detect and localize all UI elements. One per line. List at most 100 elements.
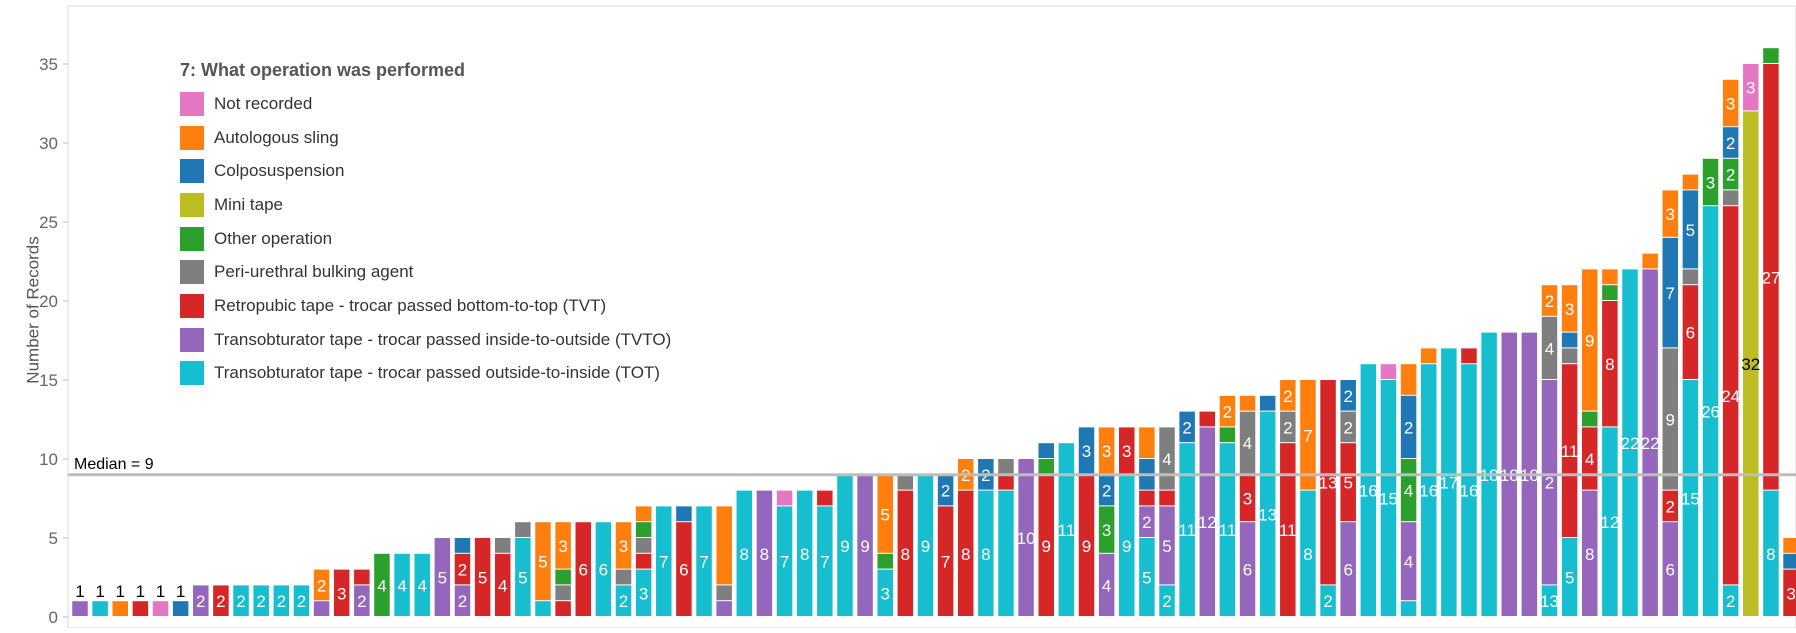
y-axis-title: Number of Records — [23, 236, 43, 384]
bar-segment — [1722, 127, 1739, 158]
bar-segment-label: 13 — [1319, 474, 1338, 493]
bar-segment — [1239, 395, 1256, 411]
bar-segment-label: 9 — [840, 537, 849, 556]
bar-segment-label: 5 — [880, 505, 889, 524]
bar-segment — [1119, 474, 1135, 616]
bar-segment — [1602, 285, 1618, 300]
bar-segment-label: 17 — [1439, 474, 1458, 493]
bar-segment — [1602, 269, 1618, 285]
bar-segment-label: 5 — [1686, 221, 1695, 240]
bar-segment-label: 9 — [921, 537, 930, 556]
bar-segment-label: 16 — [1359, 482, 1378, 501]
bar-segment — [1340, 380, 1356, 411]
bar-segment — [454, 538, 471, 553]
bar-segment-label: 2 — [196, 592, 205, 611]
bar-segment — [877, 474, 893, 553]
bar-segment — [72, 601, 88, 616]
bar-segment — [716, 506, 732, 585]
legend-label: Transobturator tape - trocar passed insi… — [214, 329, 672, 349]
bar-segment-label: 3 — [1122, 442, 1131, 461]
bar-segment — [696, 506, 712, 616]
bar-segment — [736, 490, 753, 616]
bar-segment-label: 3 — [1726, 95, 1735, 114]
bar-segment — [595, 522, 612, 616]
bar-segment — [1722, 158, 1739, 190]
bar-segment-label: 16 — [1460, 482, 1479, 501]
bar-segment-label: 8 — [740, 545, 749, 564]
y-tick-label: 0 — [49, 608, 58, 627]
bar-segment-label: 4 — [417, 576, 426, 595]
bar-segment-label: 2 — [357, 592, 366, 611]
y-tick-label: 25 — [39, 213, 58, 232]
bar-segment-label: 13 — [1258, 505, 1277, 524]
legend-item: Mini tape — [180, 188, 671, 222]
bar-segment-label: 4 — [397, 576, 406, 595]
bar-segment-label: 3 — [1786, 584, 1795, 603]
bar-segment — [494, 538, 511, 553]
bar-segment-label: 32 — [1741, 355, 1760, 374]
bar-segment — [1340, 522, 1356, 616]
bar-segment-label: 4 — [1102, 576, 1111, 595]
bar-segment — [1783, 553, 1796, 569]
bar-segment — [1722, 79, 1739, 127]
legend-swatch — [180, 226, 204, 251]
bar-segment-label: 2 — [1283, 418, 1292, 437]
bar-segment — [957, 490, 974, 616]
bar-segment — [1179, 411, 1195, 443]
bar-segment — [515, 522, 531, 537]
bar-segment-label: 22 — [1621, 434, 1640, 453]
legend-swatch — [180, 293, 204, 318]
bar-segment-label: 8 — [1303, 545, 1312, 564]
bar-segment-label: 2 — [458, 561, 467, 580]
bar-segment — [635, 553, 652, 569]
bar-segment-label: 8 — [901, 545, 910, 564]
bar-segment — [1098, 506, 1115, 553]
bar-segment — [1038, 474, 1054, 616]
bar-segment — [998, 490, 1014, 616]
bar-segment — [1642, 269, 1658, 616]
bar-segment — [1541, 285, 1558, 316]
bar-segment-label: 9 — [1666, 411, 1675, 430]
legend-item: Not recorded — [180, 87, 671, 121]
bar-segment — [635, 522, 652, 537]
bar-segment-label: 3 — [880, 584, 889, 603]
bar-segment-label: 7 — [820, 553, 829, 572]
bar-segment — [555, 585, 571, 601]
bar-segment-label: 15 — [1681, 490, 1700, 509]
bar-segment — [1763, 490, 1779, 616]
legend-item: Other operation — [180, 222, 671, 256]
bar-segment — [1400, 395, 1417, 458]
legend-items: Not recorded Autologous sling Colposuspens… — [180, 87, 671, 390]
bar-segment — [193, 585, 209, 616]
bar-segment — [817, 490, 833, 506]
bar-segment-label: 4 — [1585, 450, 1594, 469]
bar-segment-label: 5 — [438, 569, 447, 588]
bar-segment-label: 3 — [1243, 490, 1252, 509]
bar-segment — [897, 474, 914, 490]
bar-segment — [1662, 490, 1679, 522]
bar-segment — [1139, 538, 1155, 616]
bar-segment-label: 8 — [760, 545, 769, 564]
bar-segment-label: 1 — [136, 582, 145, 601]
bar-segment — [313, 601, 330, 616]
bar-segment — [1179, 443, 1195, 616]
legend-swatch — [180, 91, 204, 116]
bar-segment-label: 7 — [941, 553, 950, 572]
bar-segment — [1682, 269, 1699, 285]
bar-segment-label: 5 — [1565, 569, 1574, 588]
bar-segment-label: 6 — [679, 561, 688, 580]
bar-segment — [615, 569, 632, 585]
bar-segment-label: 9 — [1585, 332, 1594, 351]
bar-segment — [756, 490, 773, 616]
legend-title: 7: What operation was performed — [180, 60, 466, 80]
bar-segment — [1280, 443, 1296, 616]
bar-segment-label: 4 — [1162, 450, 1171, 469]
bar-segment — [535, 522, 551, 601]
bar-segment — [1541, 380, 1558, 585]
bar-segment — [1662, 522, 1679, 616]
bar-segment — [414, 553, 430, 616]
bar-segment-label: 2 — [1323, 592, 1332, 611]
bar-segment-label: 12 — [1198, 513, 1217, 532]
bar-segment — [776, 506, 793, 616]
bar-segment-label: 2 — [1102, 482, 1111, 501]
